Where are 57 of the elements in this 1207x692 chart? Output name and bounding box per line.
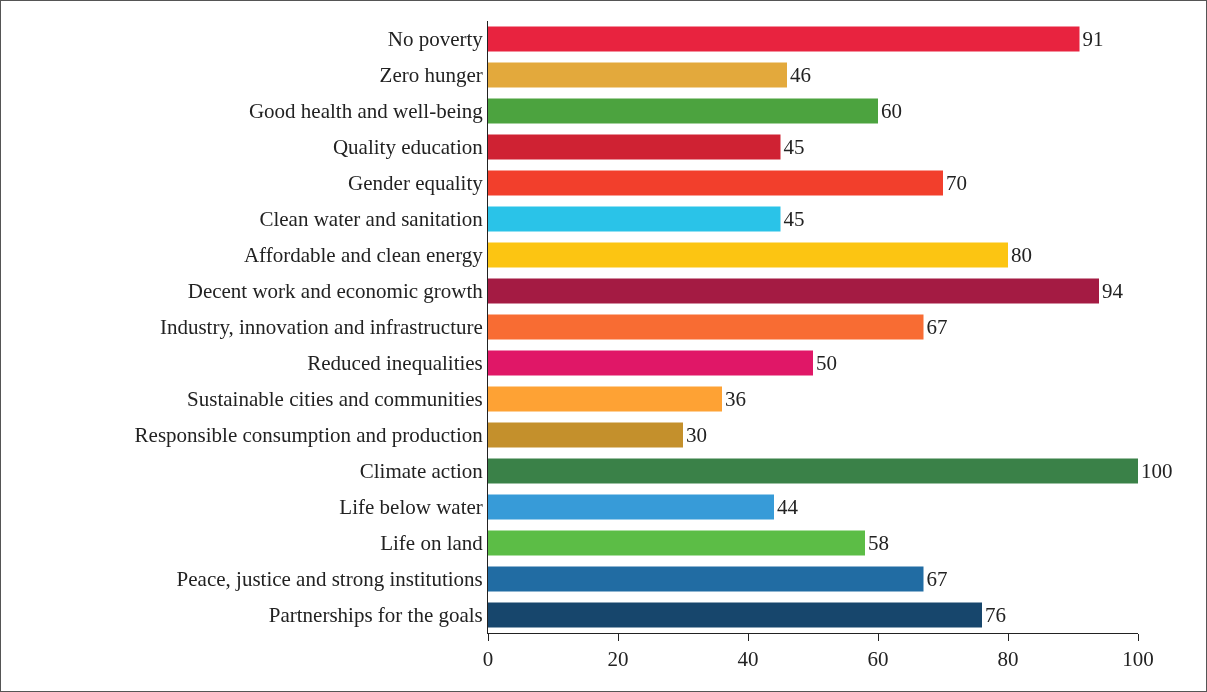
data-label: 70 [946, 171, 967, 195]
x-tick-label: 0 [482, 647, 494, 672]
y-tick-label: Life on land [380, 531, 484, 556]
data-label: 45 [783, 207, 805, 231]
data-label: 45 [783, 135, 805, 159]
y-tick-label: Affordable and clean energy [243, 243, 484, 268]
y-tick-label: Life below water [339, 495, 483, 520]
bar [488, 62, 787, 88]
bar [488, 134, 781, 160]
data-label: 36 [725, 387, 746, 411]
x-tick-label: 80 [997, 647, 1019, 672]
data-label: 58 [868, 531, 889, 555]
x-tick-label: 40 [737, 647, 759, 672]
y-tick-label: Reduced inequalities [307, 351, 483, 376]
y-tick-label: Sustainable cities and communities [187, 387, 483, 412]
bar [488, 350, 813, 376]
data-label: 60 [881, 99, 902, 123]
data-label: 94 [1102, 279, 1124, 303]
y-tick-label: Gender equality [348, 171, 484, 196]
y-tick-label: Partnerships for the goals [268, 603, 483, 628]
bar [488, 422, 683, 448]
y-tick-label: Climate action [359, 459, 484, 484]
y-tick-label: Zero hunger [379, 63, 483, 88]
bar [488, 242, 1008, 268]
y-tick-label: Industry, innovation and infrastructure [159, 315, 483, 340]
bar [488, 602, 982, 628]
y-tick-label: Clean water and sanitation [259, 207, 484, 232]
bar [488, 98, 878, 124]
data-label: 50 [816, 351, 837, 375]
y-tick-label: No poverty [387, 27, 484, 52]
bar [488, 314, 924, 340]
bar [488, 494, 774, 520]
y-tick-label: Peace, justice and strong institutions [176, 567, 483, 592]
bar [488, 566, 924, 592]
bar [488, 206, 781, 232]
y-tick-label: Responsible consumption and production [134, 423, 484, 448]
y-tick-label: Good health and well-being [248, 99, 484, 124]
bar [488, 26, 1080, 52]
data-label: 44 [777, 495, 799, 519]
y-tick-label: Decent work and economic growth [187, 279, 484, 304]
data-label: 30 [686, 423, 707, 447]
data-label: 67 [926, 567, 948, 591]
bar [488, 530, 865, 556]
bar [488, 278, 1099, 304]
data-label: 76 [985, 603, 1006, 627]
data-label: 46 [790, 63, 811, 87]
data-label: 100 [1141, 459, 1173, 483]
data-label: 67 [926, 315, 948, 339]
bar [488, 386, 722, 412]
x-tick-label: 100 [1122, 647, 1154, 672]
data-label: 91 [1082, 27, 1104, 51]
x-tick-label: 20 [607, 647, 629, 672]
bar [488, 170, 943, 196]
y-tick-label: Quality education [332, 135, 484, 160]
bar [488, 458, 1138, 484]
x-tick-label: 60 [867, 647, 889, 672]
data-label: 80 [1011, 243, 1032, 267]
